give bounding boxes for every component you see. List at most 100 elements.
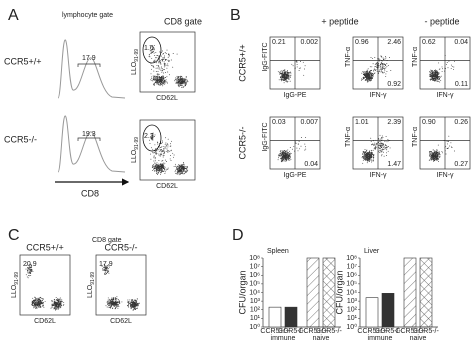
event-dot <box>111 302 113 304</box>
event-dot <box>108 302 110 304</box>
event-dot <box>29 267 31 269</box>
event-dot <box>368 79 370 81</box>
event-dot <box>161 160 163 162</box>
event-dot <box>176 53 178 55</box>
event-dot <box>160 169 161 171</box>
event-dot <box>432 149 434 151</box>
label: 0.26 <box>454 119 468 126</box>
event-dot <box>378 152 380 154</box>
event-dot <box>118 299 120 301</box>
event-dot <box>381 71 383 73</box>
event-dot <box>366 159 367 161</box>
label: CCR5-/- <box>237 126 247 159</box>
event-dot <box>58 307 60 309</box>
event-dot <box>154 75 156 77</box>
event-dot <box>134 305 136 307</box>
event-dot <box>157 172 159 174</box>
event-dot <box>174 78 176 80</box>
event-dot <box>386 155 387 156</box>
event-dot <box>289 80 291 82</box>
event-dot <box>117 299 119 300</box>
event-dot <box>280 76 282 77</box>
event-dot <box>450 67 452 69</box>
label-main: LLO <box>87 284 94 298</box>
event-dot <box>430 157 431 159</box>
event-dot <box>384 63 386 65</box>
event-dot <box>158 164 159 166</box>
event-dot <box>360 79 362 81</box>
event-dot <box>381 137 383 139</box>
event-dot <box>109 301 111 303</box>
event-dot <box>181 170 182 172</box>
event-dot <box>284 158 286 160</box>
event-dot <box>363 71 364 73</box>
event-dot <box>157 143 159 145</box>
event-dot <box>438 72 440 74</box>
event-dot <box>432 73 434 75</box>
event-dot <box>433 74 435 75</box>
event-dot <box>163 82 165 84</box>
event-dot <box>25 268 27 270</box>
event-dot <box>160 172 162 174</box>
event-dot <box>367 74 369 76</box>
event-dot <box>38 301 40 303</box>
event-dot <box>365 159 367 161</box>
event-dot <box>290 153 292 154</box>
event-dot <box>163 61 165 63</box>
event-dot <box>157 174 159 175</box>
event-dot <box>185 82 187 84</box>
event-dot <box>374 144 376 145</box>
event-dot <box>165 146 167 148</box>
event-dot <box>53 304 54 306</box>
event-dot <box>164 72 166 74</box>
event-dot <box>364 158 365 160</box>
event-dot <box>176 80 178 82</box>
event-dot <box>368 153 370 154</box>
event-dot <box>163 153 165 155</box>
event-dot <box>304 149 306 151</box>
event-dot <box>115 298 116 300</box>
event-dot <box>431 75 433 77</box>
label: CD62L <box>34 318 56 325</box>
event-dot <box>388 146 389 148</box>
event-dot <box>115 302 116 304</box>
event-dot <box>179 84 181 86</box>
event-dot <box>132 306 133 308</box>
event-dot <box>177 77 179 79</box>
event-dot <box>378 147 380 149</box>
event-dot <box>156 169 158 171</box>
event-dot <box>128 306 130 308</box>
event-dot <box>40 307 42 308</box>
label: IFN-γ <box>436 172 454 179</box>
event-dot <box>161 153 163 155</box>
event-dot <box>163 69 165 70</box>
event-dot <box>380 155 382 157</box>
event-dot <box>184 166 186 168</box>
event-dot <box>61 301 63 303</box>
event-dot <box>291 63 293 65</box>
event-dot <box>438 80 440 82</box>
event-dot <box>108 268 109 270</box>
event-dot <box>364 155 366 157</box>
label: 10⁸ <box>346 255 357 262</box>
label: CCR5-/- <box>413 328 439 335</box>
event-dot <box>153 167 155 169</box>
event-dot <box>170 149 172 151</box>
event-dot <box>366 78 368 80</box>
event-dot <box>433 151 435 153</box>
event-dot <box>286 159 288 161</box>
event-dot <box>157 74 159 76</box>
event-dot <box>57 298 59 300</box>
event-dot <box>39 301 41 303</box>
event-dot <box>157 76 159 78</box>
event-dot <box>157 60 159 62</box>
event-dot <box>430 71 432 73</box>
event-dot <box>35 301 37 303</box>
event-dot <box>155 76 157 78</box>
event-dot <box>304 143 306 145</box>
event-dot <box>163 63 165 65</box>
event-dot <box>387 150 389 152</box>
event-dot <box>435 79 437 81</box>
event-dot <box>138 302 140 304</box>
event-dot <box>364 73 366 75</box>
